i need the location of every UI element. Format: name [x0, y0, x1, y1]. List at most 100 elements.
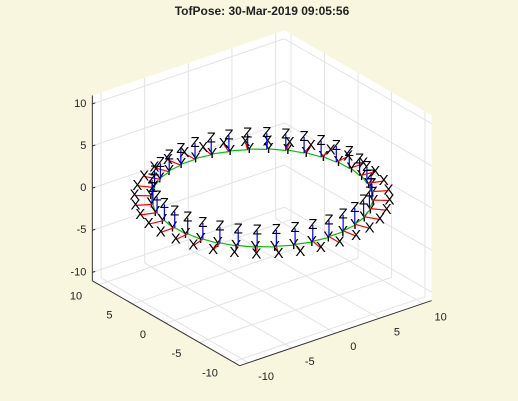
pose-axis: [349, 163, 364, 169]
pose-axis-label: X: [208, 241, 218, 258]
pose-axis: [268, 148, 286, 152]
pose-axis-label: Z: [350, 199, 359, 216]
pose-axis: [351, 168, 361, 177]
grid-line: [98, 219, 292, 286]
pose: XYZ: [188, 214, 222, 254]
pose-axis: [363, 216, 380, 221]
pose-axis-label: X: [316, 239, 326, 256]
pose-axis-label: Y: [301, 144, 311, 161]
pose-axis-label: Y: [250, 238, 260, 255]
pose-axis: [202, 238, 218, 244]
pose: XYZ: [244, 124, 272, 157]
pose-axis: [140, 212, 158, 216]
pose-axis: [369, 207, 387, 211]
pose: XYZ: [318, 137, 353, 165]
pose-axis-label: X: [326, 141, 336, 158]
pose-axis: [167, 159, 182, 166]
pose: XYZ: [225, 125, 252, 159]
pose-axis-label: X: [149, 159, 159, 176]
pose-axis-label: X: [229, 244, 239, 261]
pose-axis-label: X: [306, 137, 316, 154]
pose-axis: [238, 244, 256, 248]
pose-axis-label: Z: [207, 130, 216, 147]
pose-axis-label: Y: [180, 225, 190, 242]
pose-axis: [255, 246, 258, 255]
pose-axis: [303, 145, 312, 154]
grid-line: [284, 80, 432, 167]
pose-axis-label: Y: [270, 238, 280, 255]
pose-axis: [285, 142, 291, 151]
pose-axis: [354, 223, 370, 229]
pose-axis-label: Y: [346, 160, 356, 177]
pose-axis-label: Z: [183, 209, 192, 226]
pose-axis: [336, 155, 349, 163]
pose-axis: [230, 149, 248, 152]
pose: XYZ: [144, 195, 178, 235]
x-tick-label: 0: [350, 341, 356, 353]
grid-line: [92, 80, 285, 147]
pose-axis: [328, 236, 340, 244]
pose-axis-label: X: [251, 245, 261, 262]
pose-axis: [361, 175, 368, 184]
pose-axis: [366, 180, 384, 184]
pose-axis-label: Z: [176, 140, 185, 157]
pose-axis: [328, 231, 344, 238]
pose-axis-label: X: [379, 172, 389, 189]
x-tick-label: -5: [305, 356, 315, 368]
pose-axis-label: Z: [272, 221, 281, 238]
pose-axis-label: Z: [224, 126, 233, 143]
pose-axis-label: Z: [190, 134, 199, 151]
pose-axis: [338, 161, 350, 169]
pose-axis-label: Z: [365, 183, 374, 200]
pose-axis-label: X: [156, 223, 166, 240]
grid-line: [132, 238, 325, 305]
pose-axis-label: Y: [168, 218, 178, 235]
pose-axis-label: Z: [300, 128, 309, 145]
pose-axis: [168, 164, 182, 172]
x-tick-label: 10: [434, 312, 446, 324]
pose-axis-label: Z: [324, 211, 333, 228]
pose-axis-label: Z: [332, 137, 341, 154]
pose-axis: [287, 149, 305, 154]
pose-axis-label: Y: [146, 195, 156, 212]
pose-axis-label: Y: [231, 237, 241, 254]
pose-axis-label: Y: [289, 236, 299, 253]
pose-axis: [184, 152, 196, 160]
pose-axis-label: X: [365, 219, 375, 236]
y-tick-label: -10: [202, 368, 218, 380]
pose-axis-label: Y: [338, 223, 348, 240]
pose-axis: [174, 227, 186, 235]
z-tick-label: 5: [80, 140, 86, 152]
pose: XYZ: [301, 132, 335, 161]
pose-axis: [202, 147, 212, 156]
pose-axis-label: Y: [157, 211, 167, 228]
pose-axis-label: X: [179, 144, 189, 161]
pose-axis-label: Z: [165, 147, 174, 164]
grid-line: [284, 206, 432, 293]
pose-axis-label: X: [382, 201, 392, 218]
grid-line: [165, 257, 359, 324]
pose-axis-label: X: [240, 133, 250, 150]
z-tick-label: 0: [80, 182, 86, 194]
pose-axis-label: X: [263, 133, 273, 150]
pose-axis-label: X: [295, 243, 305, 260]
pose-axis-label: Z: [359, 191, 368, 208]
pose: XYZ: [208, 218, 241, 258]
pose-axis-label: Z: [291, 219, 300, 236]
pose-axis-label: Z: [152, 187, 161, 204]
pose-axis: [275, 246, 280, 255]
pose-axis-label: X: [370, 163, 380, 180]
pose-axis-label: X: [171, 231, 181, 248]
pose-axis-label: Y: [323, 229, 333, 246]
pose: XYZ: [149, 147, 173, 187]
pose-axis: [150, 195, 153, 204]
pose: XYZ: [346, 150, 380, 180]
pose-axis: [152, 204, 156, 213]
pose-axis-label: X: [130, 186, 140, 203]
grid-line: [92, 164, 285, 231]
pose-axis-label: Y: [213, 234, 223, 251]
grid-line: [284, 38, 432, 125]
